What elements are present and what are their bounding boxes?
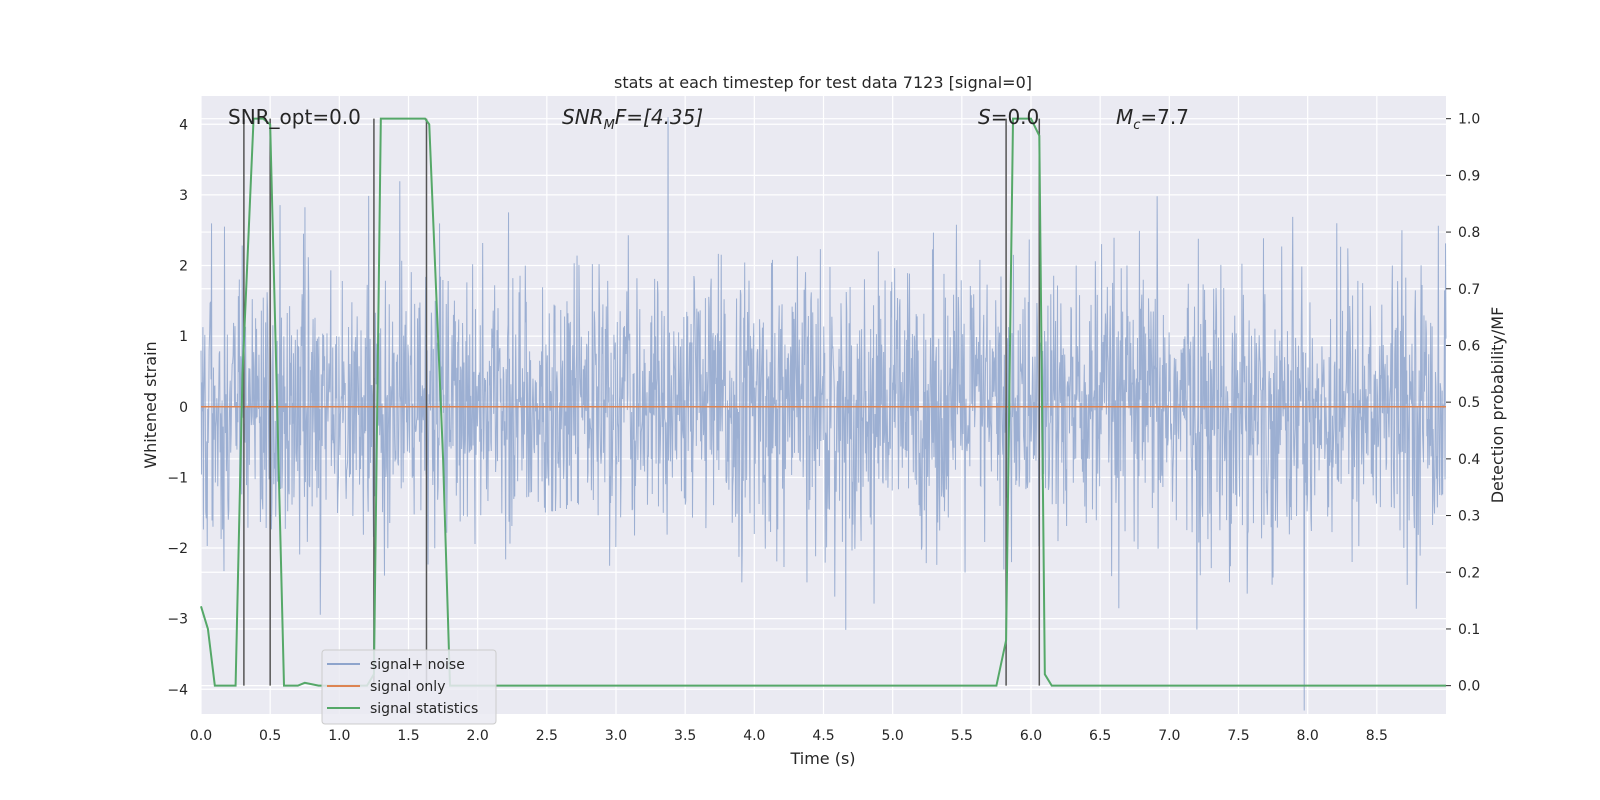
annotation-snr-mf-prefix: SNR [562,105,604,129]
legend-label-noise: signal+ noise [370,657,465,673]
x-tick-label: 8.5 [1366,728,1388,744]
annotation-snr-mf: SNRMF=[4.35] [562,105,703,133]
annotation-s-prefix: S [978,105,991,129]
x-tick-label: 5.5 [951,728,973,744]
y2-tick-label: 0.7 [1458,282,1480,298]
y-tick-label: 2 [179,259,188,275]
x-tick-label: 2.0 [467,728,489,744]
legend-label-signal: signal only [370,679,445,695]
annotation-snr-mf-suffix: F=[4.35] [615,105,703,129]
y2-axis-label: Detection probability/MF [1488,307,1507,504]
x-tick-label: 1.5 [397,728,419,744]
signal-noise-series [200,117,1447,711]
annotation-mc-suffix: =7.7 [1140,105,1189,129]
x-tick-label: 6.5 [1089,728,1111,744]
y-tick-label: 0 [179,400,188,416]
y2-tick-label: 0.0 [1458,679,1480,695]
y-tick-label: 3 [179,188,188,204]
y-tick-label: −4 [167,682,188,698]
chart-title: stats at each timestep for test data 712… [614,73,1032,92]
annotation-mc-prefix: M [1116,105,1133,129]
x-tick-label: 4.0 [743,728,765,744]
series-signal-statistics [200,117,1446,687]
y-axis-label: Whitened strain [141,341,160,468]
x-tick-label: 5.0 [882,728,904,744]
y-tick-label: −2 [167,541,188,557]
annotation-snr-opt: SNR_opt=0.0 [228,105,361,129]
x-tick-label: 3.0 [605,728,627,744]
annotation-s-suffix: =0.0 [991,105,1040,129]
annotation-mc-sub: c [1133,118,1140,133]
x-tick-label: 0.5 [259,728,281,744]
y2-tick-label: 1.0 [1458,112,1480,128]
legend: signal+ noise signal only signal statist… [321,649,497,725]
x-tick-label: 2.5 [536,728,558,744]
x-tick-label: 1.0 [328,728,350,744]
legend-label-stats: signal statistics [370,701,478,717]
annotation-snr-mf-sub: M [604,118,615,133]
annotation-s: S=0.0 [978,105,1039,129]
x-tick-label: 7.5 [1227,728,1249,744]
legend-box [321,649,497,725]
tick-labels: 0.0 0.5 1.0 1.5 2.0 2.5 3.0 3.5 4.0 4.5 5.0 5.5 6.0 6… [167,112,1480,744]
y2-tick-label: 0.2 [1458,565,1480,581]
x-tick-label: 3.5 [674,728,696,744]
x-tick-label: 7.0 [1158,728,1180,744]
y2-tick-label: 0.3 [1458,509,1480,525]
overlay-layer [200,117,1447,687]
y-tick-label: −1 [167,470,188,486]
y-tick-label: 4 [179,117,188,133]
x-tick-label: 6.0 [1020,728,1042,744]
x-tick-label: 0.0 [190,728,212,744]
y2-tick-label: 0.5 [1458,395,1480,411]
y-tick-label: −3 [167,612,188,628]
x-tick-label: 8.0 [1297,728,1319,744]
y2-tick-label: 0.9 [1458,168,1480,184]
y2-tick-label: 0.6 [1458,338,1480,354]
series-signal-noise [200,117,1447,711]
x-axis-label: Time (s) [789,749,855,768]
y2-tick-label: 0.8 [1458,225,1480,241]
y-tick-label: 1 [179,329,188,345]
y2-tick-label: 0.4 [1458,452,1480,468]
annotation-mc: Mc=7.7 [1116,105,1189,133]
y2-tick-label: 0.1 [1458,622,1480,638]
x-tick-label: 4.5 [812,728,834,744]
